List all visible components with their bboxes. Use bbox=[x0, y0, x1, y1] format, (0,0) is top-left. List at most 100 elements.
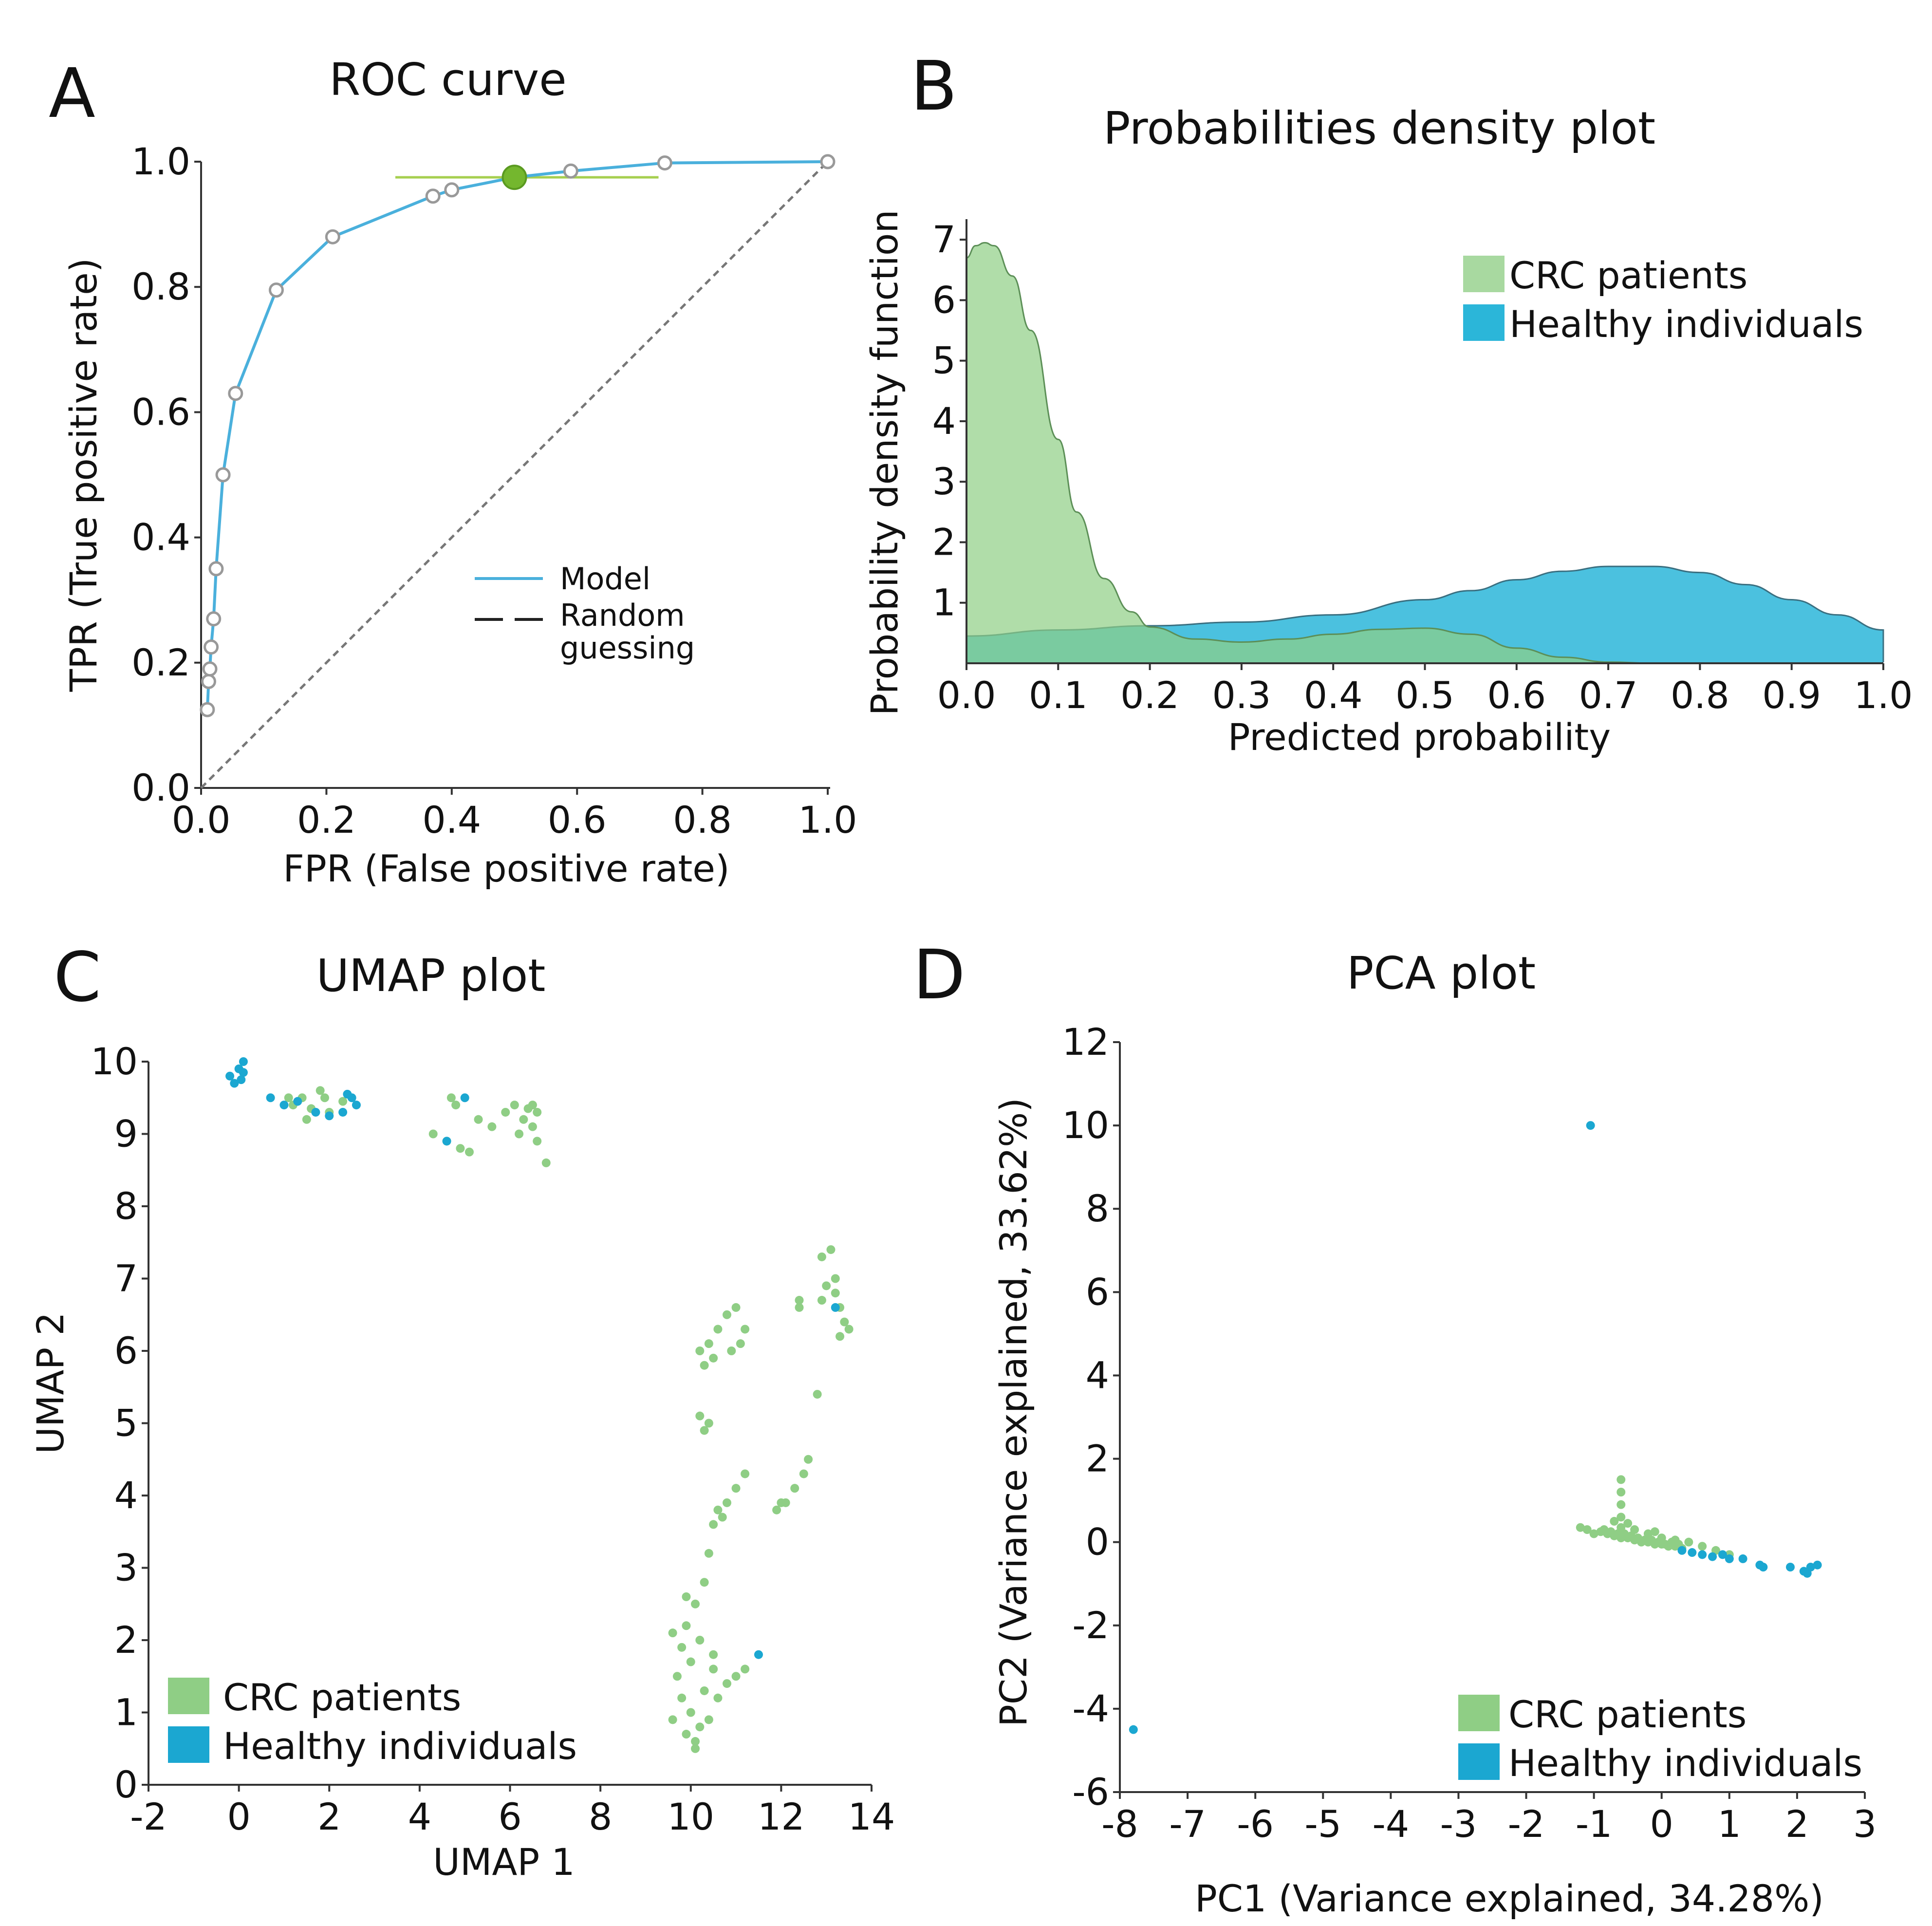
pca-point-crc bbox=[1643, 1529, 1653, 1538]
legend-random-label-2: guessing bbox=[560, 630, 695, 666]
umap-point-crc bbox=[515, 1129, 524, 1139]
density-ytick-label: 4 bbox=[932, 399, 956, 443]
pca-points bbox=[1129, 1121, 1822, 1734]
pca-point-healthy bbox=[1786, 1563, 1795, 1571]
density-xtick-label: 0.2 bbox=[1120, 673, 1179, 717]
density-legend: CRC patients Healthy individuals bbox=[1463, 254, 1863, 346]
pca-legend: CRC patients Healthy individuals bbox=[1458, 1693, 1862, 1785]
pca-ytick-label: 12 bbox=[1062, 1020, 1109, 1064]
umap-point-healthy bbox=[239, 1068, 248, 1077]
roc-legend: Model Random guessing bbox=[475, 561, 695, 666]
umap-point-crc bbox=[799, 1469, 808, 1478]
panel-b-label: B bbox=[910, 47, 957, 126]
pca-xtick-label: -4 bbox=[1372, 1802, 1409, 1846]
legend-healthy-label: Healthy individuals bbox=[1508, 1741, 1862, 1785]
pca-point-crc bbox=[1630, 1525, 1639, 1534]
umap-point-crc bbox=[723, 1498, 731, 1507]
legend-healthy-label: Healthy individuals bbox=[1509, 302, 1863, 346]
roc-point bbox=[325, 229, 340, 244]
umap-point-crc bbox=[704, 1549, 713, 1558]
umap-xtick-label: 4 bbox=[408, 1795, 431, 1838]
pca-point-healthy bbox=[1586, 1121, 1595, 1130]
umap-point-healthy bbox=[311, 1107, 320, 1117]
umap-point-crc bbox=[731, 1672, 741, 1681]
roc-xtick-label: 0.2 bbox=[297, 798, 356, 841]
umap-point-crc bbox=[700, 1686, 709, 1695]
umap-point-healthy bbox=[338, 1107, 348, 1117]
umap-xtick-label: 0 bbox=[227, 1795, 250, 1838]
umap-point-crc bbox=[741, 1469, 750, 1478]
umap-point-crc bbox=[777, 1498, 786, 1507]
umap-xtick-label: 14 bbox=[848, 1795, 895, 1838]
pca-xtick-label: -5 bbox=[1304, 1802, 1341, 1846]
legend-healthy-swatch bbox=[168, 1726, 209, 1763]
density-y-ticks: 1 2 3 4 5 6 7 bbox=[932, 218, 966, 624]
umap-point-crc bbox=[840, 1317, 849, 1327]
umap-point-crc bbox=[474, 1115, 483, 1124]
pca-point-healthy bbox=[1759, 1563, 1768, 1571]
umap-point-crc bbox=[302, 1115, 311, 1124]
pca-point-crc bbox=[1576, 1523, 1585, 1532]
pca-x-axis-label: PC1 (Variance explained, 34.28%) bbox=[1195, 1877, 1824, 1920]
pca-xtick-label: 0 bbox=[1650, 1802, 1673, 1846]
umap-point-crc bbox=[691, 1744, 700, 1753]
umap-xtick-label: -2 bbox=[130, 1795, 167, 1838]
umap-x-axis-label: UMAP 1 bbox=[433, 1840, 575, 1884]
umap-point-healthy bbox=[239, 1057, 248, 1066]
umap-y-ticks: 0 1 2 3 4 5 6 7 8 9 10 bbox=[91, 1040, 149, 1806]
umap-point-crc bbox=[316, 1086, 325, 1095]
umap-point-crc bbox=[533, 1137, 542, 1146]
roc-y-axis-label: TPR (True positive rate) bbox=[62, 258, 105, 692]
density-xtick-label: 0.4 bbox=[1304, 673, 1363, 717]
umap-point-crc bbox=[695, 1346, 705, 1355]
roc-x-ticks: 0.0 0.2 0.4 0.6 0.8 1.0 bbox=[172, 788, 857, 841]
pca-point-crc bbox=[1582, 1525, 1592, 1534]
umap-point-healthy bbox=[230, 1079, 239, 1088]
pca-xtick-label: 3 bbox=[1853, 1802, 1876, 1846]
panel-d-label: D bbox=[913, 935, 966, 1015]
umap-point-crc bbox=[695, 1722, 705, 1732]
pca-point-crc bbox=[1623, 1519, 1633, 1528]
pca-point-healthy bbox=[1677, 1546, 1687, 1555]
umap-point-crc bbox=[741, 1325, 750, 1334]
umap-point-healthy bbox=[352, 1101, 361, 1110]
pca-ytick-label: 0 bbox=[1086, 1520, 1109, 1564]
pca-point-healthy bbox=[1813, 1560, 1822, 1570]
pca-point-crc bbox=[1657, 1533, 1666, 1543]
umap-y-axis-label: UMAP 2 bbox=[29, 1312, 72, 1454]
umap-point-crc bbox=[541, 1158, 551, 1167]
umap-point-healthy bbox=[460, 1093, 469, 1103]
roc-xtick-label: 0.0 bbox=[172, 798, 231, 841]
pca-point-crc bbox=[1610, 1516, 1619, 1526]
pca-point-crc bbox=[1606, 1527, 1616, 1536]
umap-point-crc bbox=[718, 1513, 727, 1522]
umap-ytick-label: 10 bbox=[91, 1040, 138, 1083]
umap-ytick-label: 6 bbox=[114, 1329, 138, 1372]
umap-points bbox=[225, 1057, 854, 1753]
roc-point bbox=[657, 155, 672, 171]
umap-ytick-label: 2 bbox=[114, 1618, 138, 1662]
umap-point-crc bbox=[817, 1296, 826, 1305]
legend-crc-swatch bbox=[168, 1678, 209, 1714]
pca-xtick-label: -2 bbox=[1508, 1802, 1545, 1846]
roc-point bbox=[228, 386, 243, 401]
umap-point-crc bbox=[533, 1107, 542, 1117]
legend-healthy-label: Healthy individuals bbox=[223, 1724, 577, 1768]
umap-point-healthy bbox=[293, 1097, 302, 1106]
umap-point-crc bbox=[836, 1332, 845, 1341]
pca-xtick-label: -6 bbox=[1237, 1802, 1274, 1846]
density-xtick-label: 0.0 bbox=[937, 673, 996, 717]
umap-point-crc bbox=[723, 1679, 731, 1688]
pca-title: PCA plot bbox=[1347, 947, 1536, 999]
umap-point-crc bbox=[844, 1325, 854, 1334]
pca-point-crc bbox=[1616, 1488, 1626, 1496]
umap-point-crc bbox=[668, 1628, 677, 1638]
umap-point-healthy bbox=[325, 1111, 334, 1121]
umap-xtick-label: 6 bbox=[498, 1795, 521, 1838]
umap-point-crc bbox=[831, 1289, 840, 1298]
density-y-axis-label: Probability density function bbox=[863, 209, 906, 715]
panel-a: A ROC curve 0.0 0.2 0.4 0.6 0.8 1.0 0.0 0.2 0.4… bbox=[49, 54, 857, 890]
umap-point-crc bbox=[528, 1122, 537, 1131]
roc-point bbox=[201, 673, 216, 689]
